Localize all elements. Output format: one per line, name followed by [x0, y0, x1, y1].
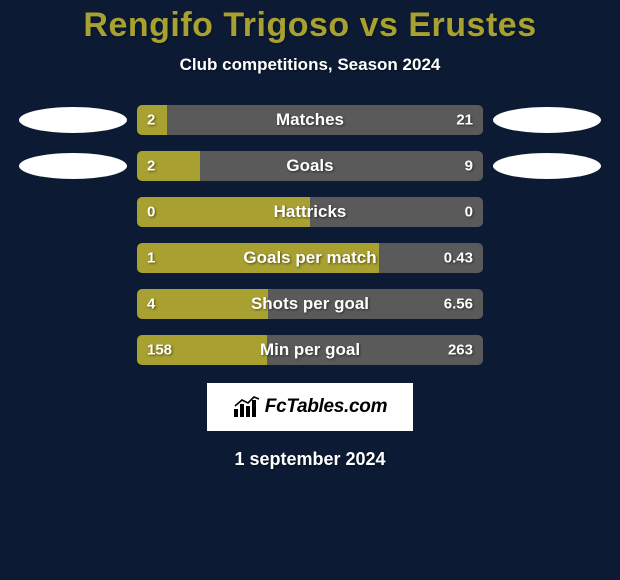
- stat-row: 1 0.43 Goals per match: [0, 243, 620, 273]
- left-oval: [19, 153, 127, 179]
- stat-left-value: 2: [147, 158, 155, 175]
- stat-left-value: 4: [147, 296, 155, 313]
- stat-label: Goals per match: [243, 248, 376, 268]
- right-oval: [493, 153, 601, 179]
- stat-row: 158 263 Min per goal: [0, 335, 620, 365]
- stat-left-value: 2: [147, 112, 155, 129]
- stat-row: 2 21 Matches: [0, 105, 620, 135]
- stat-label: Goals: [286, 156, 333, 176]
- right-spacer: [493, 245, 601, 271]
- stat-label: Shots per goal: [251, 294, 369, 314]
- left-spacer: [19, 337, 127, 363]
- right-spacer: [493, 199, 601, 225]
- stat-label: Hattricks: [274, 202, 347, 222]
- stat-left-value: 158: [147, 342, 172, 359]
- stat-row: 4 6.56 Shots per goal: [0, 289, 620, 319]
- stat-label: Min per goal: [260, 340, 360, 360]
- stat-left-value: 1: [147, 250, 155, 267]
- bar-right-fill: [200, 151, 483, 181]
- logo-text: FcTables.com: [265, 396, 387, 418]
- stat-bar: 2 9 Goals: [137, 151, 483, 181]
- stat-right-value: 6.56: [444, 296, 473, 313]
- stat-bar: 0 0 Hattricks: [137, 197, 483, 227]
- stat-right-value: 0: [465, 204, 473, 221]
- right-oval: [493, 107, 601, 133]
- chart-icon: [233, 396, 261, 418]
- bar-left-fill: [137, 289, 268, 319]
- date-text: 1 september 2024: [234, 449, 385, 470]
- stat-right-value: 9: [465, 158, 473, 175]
- logo-box: FcTables.com: [207, 383, 413, 431]
- stat-bar: 4 6.56 Shots per goal: [137, 289, 483, 319]
- stat-left-value: 0: [147, 204, 155, 221]
- stat-right-value: 0.43: [444, 250, 473, 267]
- stats-container: 2 21 Matches 2 9 Goals 0 0 Hattricks 1 0.43 Goals p…: [0, 105, 620, 365]
- comparison-page: Rengifo Trigoso vs Erustes Club competit…: [0, 0, 620, 580]
- left-spacer: [19, 291, 127, 317]
- stat-bar: 1 0.43 Goals per match: [137, 243, 483, 273]
- stat-row: 2 9 Goals: [0, 151, 620, 181]
- left-spacer: [19, 245, 127, 271]
- right-spacer: [493, 291, 601, 317]
- right-spacer: [493, 337, 601, 363]
- stat-right-value: 263: [448, 342, 473, 359]
- stat-bar: 158 263 Min per goal: [137, 335, 483, 365]
- stat-label: Matches: [276, 110, 344, 130]
- page-subtitle: Club competitions, Season 2024: [180, 55, 441, 75]
- stat-row: 0 0 Hattricks: [0, 197, 620, 227]
- left-oval: [19, 107, 127, 133]
- left-spacer: [19, 199, 127, 225]
- stat-bar: 2 21 Matches: [137, 105, 483, 135]
- page-title: Rengifo Trigoso vs Erustes: [83, 6, 536, 45]
- stat-right-value: 21: [456, 112, 473, 129]
